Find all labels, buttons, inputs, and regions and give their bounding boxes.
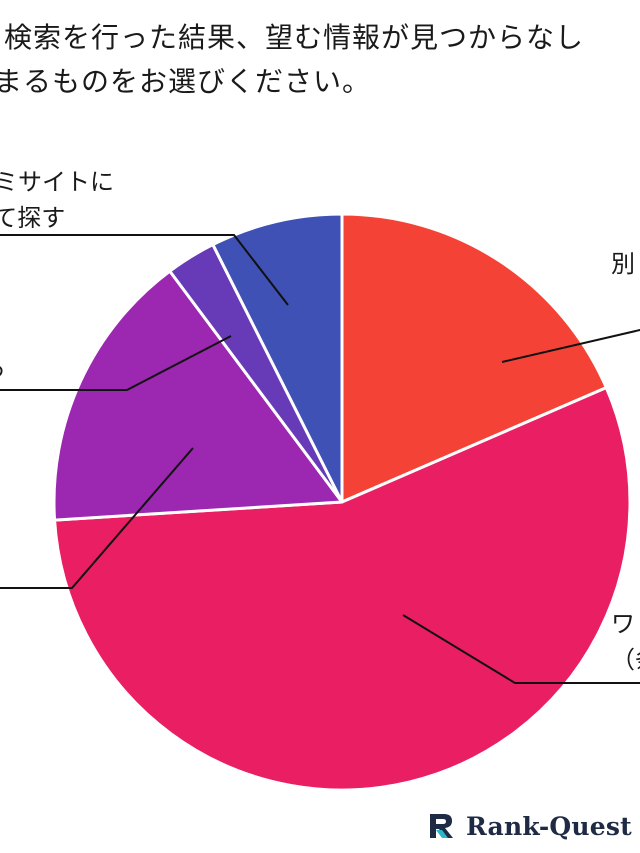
leader-lines (0, 234, 640, 684)
pie-slice-1 (340, 212, 608, 504)
slice-label-1-line-1: 別 (611, 250, 635, 278)
slice-label-5-line-2: して探す (0, 204, 65, 232)
leader-line-1 (501, 329, 640, 363)
slice-label-4-line-1: る (0, 354, 6, 382)
brand-name: Rank-Quest (466, 811, 632, 841)
question-line-2: まるものをお選びください。 (0, 65, 372, 98)
pie-slice-3 (52, 269, 344, 522)
slice-label-2-line-2: （条 (611, 646, 640, 674)
slice-label-5-line-1: コミサイトに (0, 168, 114, 196)
brand-logo: Rank-Quest (426, 806, 632, 846)
pie-slice-5 (211, 212, 344, 504)
leader-line-2 (402, 614, 640, 684)
leader-line-4 (0, 335, 232, 391)
rank-quest-logo-icon (430, 814, 453, 838)
slice-labels: 別ワ （条 る コミサイトにして探す (0, 168, 640, 674)
pie-slices (52, 212, 632, 792)
question-line-1: 検索を行った結果、望む情報が見つからなし (4, 21, 585, 54)
slice-label-2-line-1: ワ (611, 610, 635, 638)
pie-slice-2 (53, 386, 632, 792)
leader-line-5 (0, 234, 289, 306)
leader-line-3 (0, 447, 194, 589)
